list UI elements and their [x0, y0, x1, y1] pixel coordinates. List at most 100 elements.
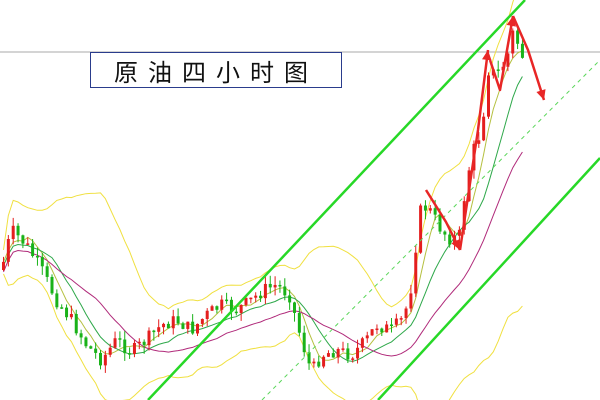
- candle-body: [516, 30, 520, 44]
- candle-body: [433, 208, 437, 215]
- down-arrow-mid: [424, 189, 462, 251]
- candle-body: [360, 338, 364, 348]
- candle-body: [414, 252, 418, 294]
- candle-body: [196, 323, 199, 334]
- candle-body: [380, 328, 384, 333]
- candlesticks: [2, 28, 524, 373]
- candle-body: [487, 75, 490, 117]
- candle-body: [336, 348, 340, 358]
- candle-body: [123, 339, 127, 354]
- candle-body: [341, 348, 345, 350]
- candle-body: [322, 356, 326, 367]
- candle-body: [351, 358, 355, 360]
- candle-body: [176, 316, 180, 324]
- candle-body: [356, 347, 360, 359]
- candle-body: [302, 332, 306, 353]
- candle-body: [293, 302, 296, 313]
- candle-body: [69, 313, 73, 318]
- candle-body: [162, 323, 166, 328]
- candle-body: [375, 328, 379, 331]
- candle-body: [365, 335, 369, 339]
- candle-body: [288, 295, 292, 303]
- candle-body: [191, 321, 195, 334]
- bollinger-upper: [3, 0, 515, 310]
- candle-body: [128, 353, 132, 355]
- ma-fast-line: [3, 50, 523, 361]
- candle-body: [443, 231, 447, 235]
- chart-title: 原油四小时图: [114, 58, 318, 87]
- candle-body: [457, 229, 461, 236]
- moving-averages: [3, 50, 523, 362]
- candle-body: [137, 341, 141, 344]
- candle-body: [147, 330, 151, 346]
- candle-body: [385, 324, 389, 333]
- candle-body: [346, 348, 350, 360]
- ma-mid-line: [3, 76, 523, 362]
- chart-title-box: 原油四小时图: [90, 52, 342, 88]
- candle-body: [108, 347, 112, 355]
- candle-body: [205, 310, 209, 319]
- down-arrow-right-head: [536, 89, 546, 100]
- up-arrow-left-head: [482, 50, 492, 61]
- candle-body: [409, 293, 413, 309]
- candle-body: [186, 321, 190, 329]
- channel-mid-line: [261, 59, 600, 400]
- candle-body: [79, 333, 83, 338]
- candle-body: [506, 53, 510, 67]
- candle-body: [166, 323, 170, 329]
- candle-body: [511, 30, 515, 54]
- candle-body: [84, 337, 88, 347]
- candle-body: [40, 256, 44, 267]
- candle-body: [225, 299, 229, 302]
- candle-body: [157, 327, 161, 332]
- candle-body: [65, 307, 69, 318]
- candle-body: [45, 266, 49, 277]
- candle-body: [404, 308, 408, 319]
- candle-body: [249, 297, 253, 300]
- candle-body: [273, 284, 277, 288]
- candle-body: [181, 323, 185, 329]
- candle-body: [31, 243, 35, 257]
- candle-body: [55, 293, 59, 308]
- candle-body: [2, 261, 5, 270]
- candle-body: [35, 256, 39, 258]
- candle-body: [394, 318, 398, 325]
- ma-slow-line: [3, 151, 523, 357]
- candle-body: [239, 304, 243, 313]
- candle-body: [419, 205, 423, 253]
- channel-upper-line: [147, 0, 526, 400]
- trend-arrows: [424, 15, 546, 251]
- candle-body: [307, 352, 311, 364]
- candle-body: [11, 225, 15, 240]
- candle-body: [103, 354, 107, 366]
- candle-body: [152, 330, 156, 333]
- candle-body: [297, 312, 301, 333]
- candle-body: [16, 225, 20, 236]
- bollinger-bands: [3, 0, 523, 400]
- candle-body: [220, 299, 224, 310]
- candle-body: [482, 116, 486, 141]
- candle-body: [200, 318, 204, 324]
- candle-body: [21, 235, 25, 244]
- candle-body: [326, 353, 330, 357]
- candle-body: [283, 286, 287, 296]
- up-arrow-left: [458, 49, 490, 251]
- channel-lower-line: [377, 157, 600, 400]
- down-arrow-right: [511, 15, 546, 101]
- candle-body: [60, 307, 64, 309]
- candle-body: [113, 338, 117, 348]
- candle-body: [142, 341, 146, 346]
- candle-body: [254, 295, 258, 298]
- candle-body: [171, 316, 175, 329]
- candle-body: [229, 299, 233, 312]
- candle-body: [331, 353, 335, 358]
- candle-body: [370, 329, 374, 336]
- candle-body: [448, 234, 452, 245]
- candle-body: [317, 361, 321, 367]
- candle-body: [210, 306, 214, 311]
- candle-body: [132, 342, 136, 354]
- bollinger-lower: [3, 273, 523, 400]
- candle-body: [244, 297, 248, 305]
- trend-channel: [147, 0, 600, 400]
